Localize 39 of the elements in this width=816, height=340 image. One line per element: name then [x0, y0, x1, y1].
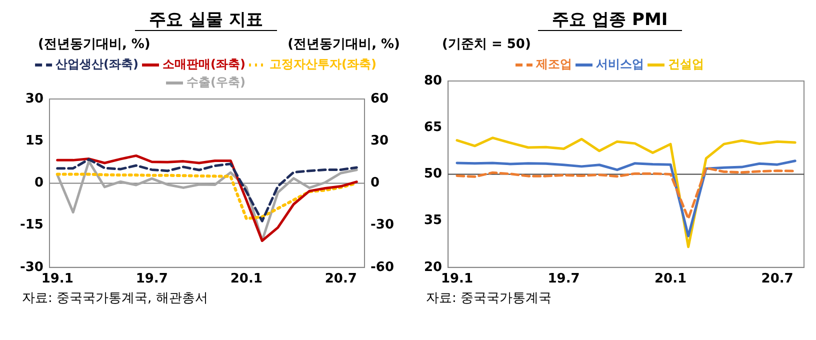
y-tick-label: 20	[424, 260, 442, 275]
y-tick-label: 15	[25, 133, 44, 148]
x-tick-label: 19.7	[136, 272, 168, 287]
y-tick-label: 80	[424, 73, 442, 88]
legend-label: 서비스업	[596, 57, 644, 72]
y-axis-title: (기준치 = 50)	[442, 36, 531, 53]
legend-label: 산업생산(좌축)	[56, 57, 139, 72]
y2-tick-label: -60	[370, 260, 394, 275]
y-axis-title: (전년동기대비, %)	[38, 36, 150, 53]
line-series	[456, 166, 796, 220]
legend-label: 고정자산투자(좌축)	[269, 57, 376, 72]
y2-axis-title: (전년동기대비, %)	[288, 36, 400, 53]
y-tick-label: -30	[20, 260, 44, 275]
chart-title: 주요 업종 PMI	[538, 10, 682, 31]
line-series	[56, 158, 358, 222]
y-tick-label: 50	[424, 166, 442, 182]
x-tick-label: 20.1	[230, 272, 262, 287]
x-tick-label: 20.7	[761, 272, 794, 287]
y-tick-label: 65	[424, 120, 442, 135]
y-tick-label: -15	[20, 218, 44, 233]
text: 자료: 중국국가통계국, 해관총서	[22, 291, 209, 306]
y2-tick-label: 60	[370, 91, 389, 106]
y-tick-label: 0	[34, 176, 44, 191]
legend-label: 건설업	[668, 57, 704, 72]
y2-tick-label: 0	[370, 176, 380, 191]
legend-label: 수출(우축)	[186, 75, 246, 90]
y-tick-label: 35	[424, 213, 442, 228]
y2-tick-label: 30	[370, 133, 389, 148]
x-tick-label: 19.1	[41, 272, 74, 287]
legend-label: 제조업	[535, 57, 572, 72]
y-tick-label: 30	[25, 91, 44, 106]
x-tick-label: 19.7	[548, 272, 580, 287]
y2-tick-label: -30	[370, 218, 394, 233]
x-tick-label: 19.1	[440, 272, 474, 287]
legend-label: 소매판매(좌축)	[162, 57, 246, 72]
chart-title: 주요 실물 지표	[135, 10, 277, 31]
text: 자료: 중국국가통계국	[426, 291, 553, 306]
x-tick-label: 20.1	[654, 272, 687, 287]
x-tick-label: 20.7	[324, 272, 357, 287]
